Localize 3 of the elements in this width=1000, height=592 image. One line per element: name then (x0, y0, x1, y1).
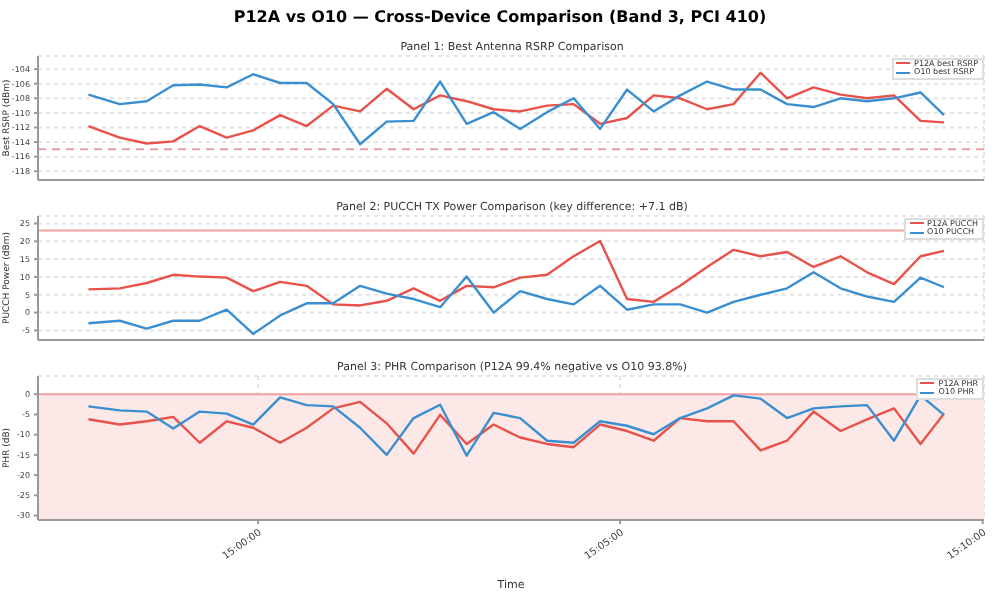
chart-title: P12A vs O10 — Cross-Device Comparison (Band 3, PCI 410) (231, 6, 769, 30)
line-series (87, 239, 946, 307)
line-series (87, 271, 946, 336)
